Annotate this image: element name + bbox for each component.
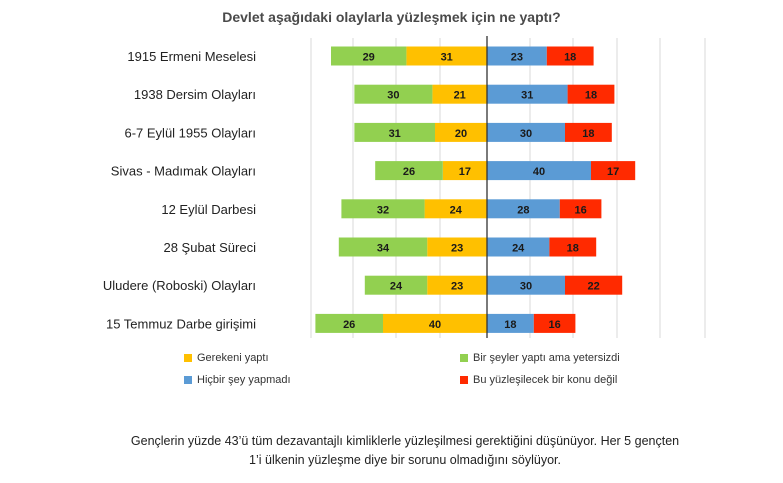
- category-label: 1915 Ermeni Meselesi: [127, 49, 256, 64]
- bar-yetersiz: [375, 161, 443, 181]
- category-label: 1938 Dersim Olayları: [134, 87, 256, 102]
- bar-hicbir-sey: [487, 275, 565, 295]
- bar-hicbir-sey: [487, 46, 547, 66]
- data-label: 23: [451, 281, 463, 293]
- bar-gerekeni-yapti: [442, 161, 487, 181]
- bar-gerekeni-yapti: [427, 275, 487, 295]
- legend-konu-degil: Bu yüzleşilecek bir konu değil: [460, 374, 617, 386]
- legend-label: Hiçbir şey yapmadı: [197, 374, 291, 386]
- data-label: 30: [520, 281, 532, 293]
- category-label: 28 Şubat Süreci: [163, 240, 256, 255]
- data-label: 24: [450, 204, 463, 216]
- bar-hicbir-sey: [487, 199, 560, 219]
- data-label: 22: [587, 281, 599, 293]
- data-label: 40: [533, 166, 545, 178]
- data-label: 18: [585, 90, 597, 102]
- data-label: 31: [441, 52, 453, 64]
- data-label: 16: [574, 204, 586, 216]
- category-label: Sivas - Madımak Olayları: [111, 164, 256, 179]
- bar-konu-degil: [533, 313, 576, 333]
- data-label: 26: [403, 166, 415, 178]
- data-label: 30: [520, 128, 532, 140]
- data-label: 31: [521, 90, 533, 102]
- category-label: 6-7 Eylül 1955 Olayları: [124, 125, 256, 140]
- footnote-line-2: 1’i ülkenin yüzleşme diye bir sorunu olm…: [249, 453, 561, 467]
- data-label: 18: [504, 319, 516, 331]
- bar-konu-degil: [591, 161, 636, 181]
- data-label: 29: [363, 52, 375, 64]
- category-label: Uludere (Roboski) Olayları: [103, 278, 256, 293]
- bar-konu-degil: [565, 275, 623, 295]
- data-label: 40: [429, 319, 441, 331]
- bar-konu-degil: [565, 122, 612, 142]
- legend-label: Bu yüzleşilecek bir konu değil: [473, 374, 618, 386]
- bar-gerekeni-yapti: [432, 84, 487, 104]
- bar-gerekeni-yapti: [424, 199, 487, 219]
- data-label: 24: [390, 281, 403, 293]
- footnote-line-1: Gençlerin yüzde 43’ü tüm dezavantajlı ki…: [130, 434, 680, 448]
- bar-gerekeni-yapti: [383, 313, 487, 333]
- legend-gerekeni-yapti: Gerekeni yaptı: [184, 352, 269, 364]
- bar-gerekeni-yapti: [435, 122, 487, 142]
- legend-label: Gerekeni yaptı: [197, 352, 269, 364]
- bar-hicbir-sey: [487, 161, 591, 181]
- footnote: Gençlerin yüzde 43’ü tüm dezavantajlı ki…: [60, 432, 750, 470]
- bar-konu-degil: [546, 46, 594, 66]
- bar-yetersiz: [364, 275, 428, 295]
- bar-yetersiz: [315, 313, 383, 333]
- data-label: 23: [451, 243, 463, 255]
- data-label: 17: [459, 166, 471, 178]
- data-label: 23: [511, 52, 523, 64]
- category-label: 15 Temmuz Darbe girişimi: [106, 316, 256, 331]
- bar-gerekeni-yapti: [406, 46, 487, 66]
- bar-hicbir-sey: [487, 84, 568, 104]
- data-label: 30: [387, 90, 399, 102]
- chart-title: Devlet aşağıdaki olaylarla yüzleşmek içi…: [222, 9, 561, 25]
- data-label: 20: [455, 128, 467, 140]
- data-label: 26: [343, 319, 355, 331]
- data-label: 31: [389, 128, 401, 140]
- data-label: 32: [377, 204, 389, 216]
- bar-yetersiz: [341, 199, 425, 219]
- bar-hicbir-sey: [487, 237, 550, 257]
- data-label: 34: [377, 243, 390, 255]
- legend-swatch: [460, 376, 468, 384]
- data-label: 18: [567, 243, 579, 255]
- bar-konu-degil: [549, 237, 597, 257]
- chart-svg: 1915 Ermeni Meselesi 31 29 23 18 1938 Dersim …: [103, 36, 706, 338]
- data-label: 16: [548, 319, 560, 331]
- bar-konu-degil: [559, 199, 602, 219]
- data-label: 24: [512, 243, 525, 255]
- bar-yetersiz: [354, 122, 435, 142]
- data-label: 18: [582, 128, 594, 140]
- data-label: 17: [607, 166, 619, 178]
- bar-konu-degil: [567, 84, 615, 104]
- data-label: 18: [564, 52, 576, 64]
- legend-yetersiz: Bir şeyler yaptı ama yetersizdi: [460, 352, 620, 364]
- data-label: 28: [517, 204, 529, 216]
- legend-swatch: [184, 376, 192, 384]
- bar-hicbir-sey: [487, 122, 565, 142]
- bar-yetersiz: [338, 237, 428, 257]
- legend-hicbir-sey: Hiçbir şey yapmadı: [184, 374, 291, 386]
- data-label: 21: [454, 90, 466, 102]
- category-label: 12 Eylül Darbesi: [161, 202, 256, 217]
- bar-yetersiz: [331, 46, 407, 66]
- legend-swatch: [460, 354, 468, 362]
- legend-swatch: [184, 354, 192, 362]
- bar-yetersiz: [354, 84, 433, 104]
- legend-label: Bir şeyler yaptı ama yetersizdi: [473, 352, 620, 364]
- bar-gerekeni-yapti: [427, 237, 487, 257]
- bar-hicbir-sey: [487, 313, 534, 333]
